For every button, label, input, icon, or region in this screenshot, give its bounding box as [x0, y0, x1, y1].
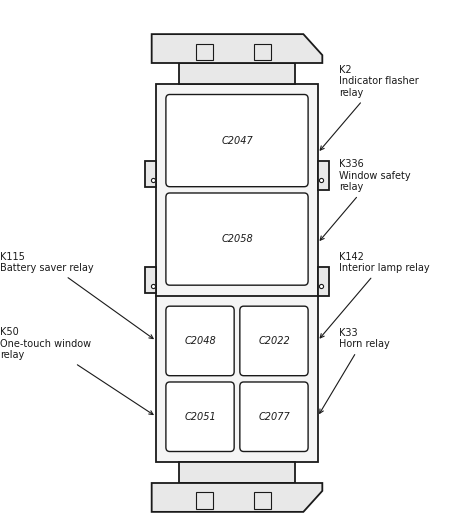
Text: K2
Indicator flasher
relay: K2 Indicator flasher relay — [320, 65, 419, 150]
FancyBboxPatch shape — [166, 306, 234, 376]
Text: K336
Window safety
relay: K336 Window safety relay — [320, 159, 410, 240]
Bar — [318, 267, 329, 296]
Text: C2058: C2058 — [221, 234, 253, 244]
Bar — [254, 44, 271, 60]
Bar — [179, 462, 295, 483]
Bar — [318, 161, 329, 190]
FancyBboxPatch shape — [240, 306, 308, 376]
Text: C2048: C2048 — [184, 336, 216, 346]
FancyBboxPatch shape — [240, 382, 308, 452]
Bar — [145, 267, 156, 293]
Bar — [156, 84, 318, 462]
FancyBboxPatch shape — [166, 94, 308, 187]
Text: K33
Horn relay: K33 Horn relay — [319, 328, 390, 413]
Text: C2051: C2051 — [184, 412, 216, 422]
Text: K50
One-touch window
relay: K50 One-touch window relay — [0, 327, 153, 415]
Bar — [196, 492, 213, 509]
Bar — [145, 161, 156, 187]
Bar — [179, 63, 295, 84]
Bar — [254, 492, 271, 509]
Polygon shape — [152, 34, 322, 63]
Text: C2077: C2077 — [258, 412, 290, 422]
Polygon shape — [152, 483, 322, 512]
FancyBboxPatch shape — [166, 193, 308, 285]
Text: C2047: C2047 — [221, 135, 253, 145]
Bar — [196, 44, 213, 60]
Text: C2022: C2022 — [258, 336, 290, 346]
FancyBboxPatch shape — [166, 382, 234, 452]
Text: K142
Interior lamp relay: K142 Interior lamp relay — [320, 251, 429, 338]
Text: K115
Battery saver relay: K115 Battery saver relay — [0, 251, 153, 339]
